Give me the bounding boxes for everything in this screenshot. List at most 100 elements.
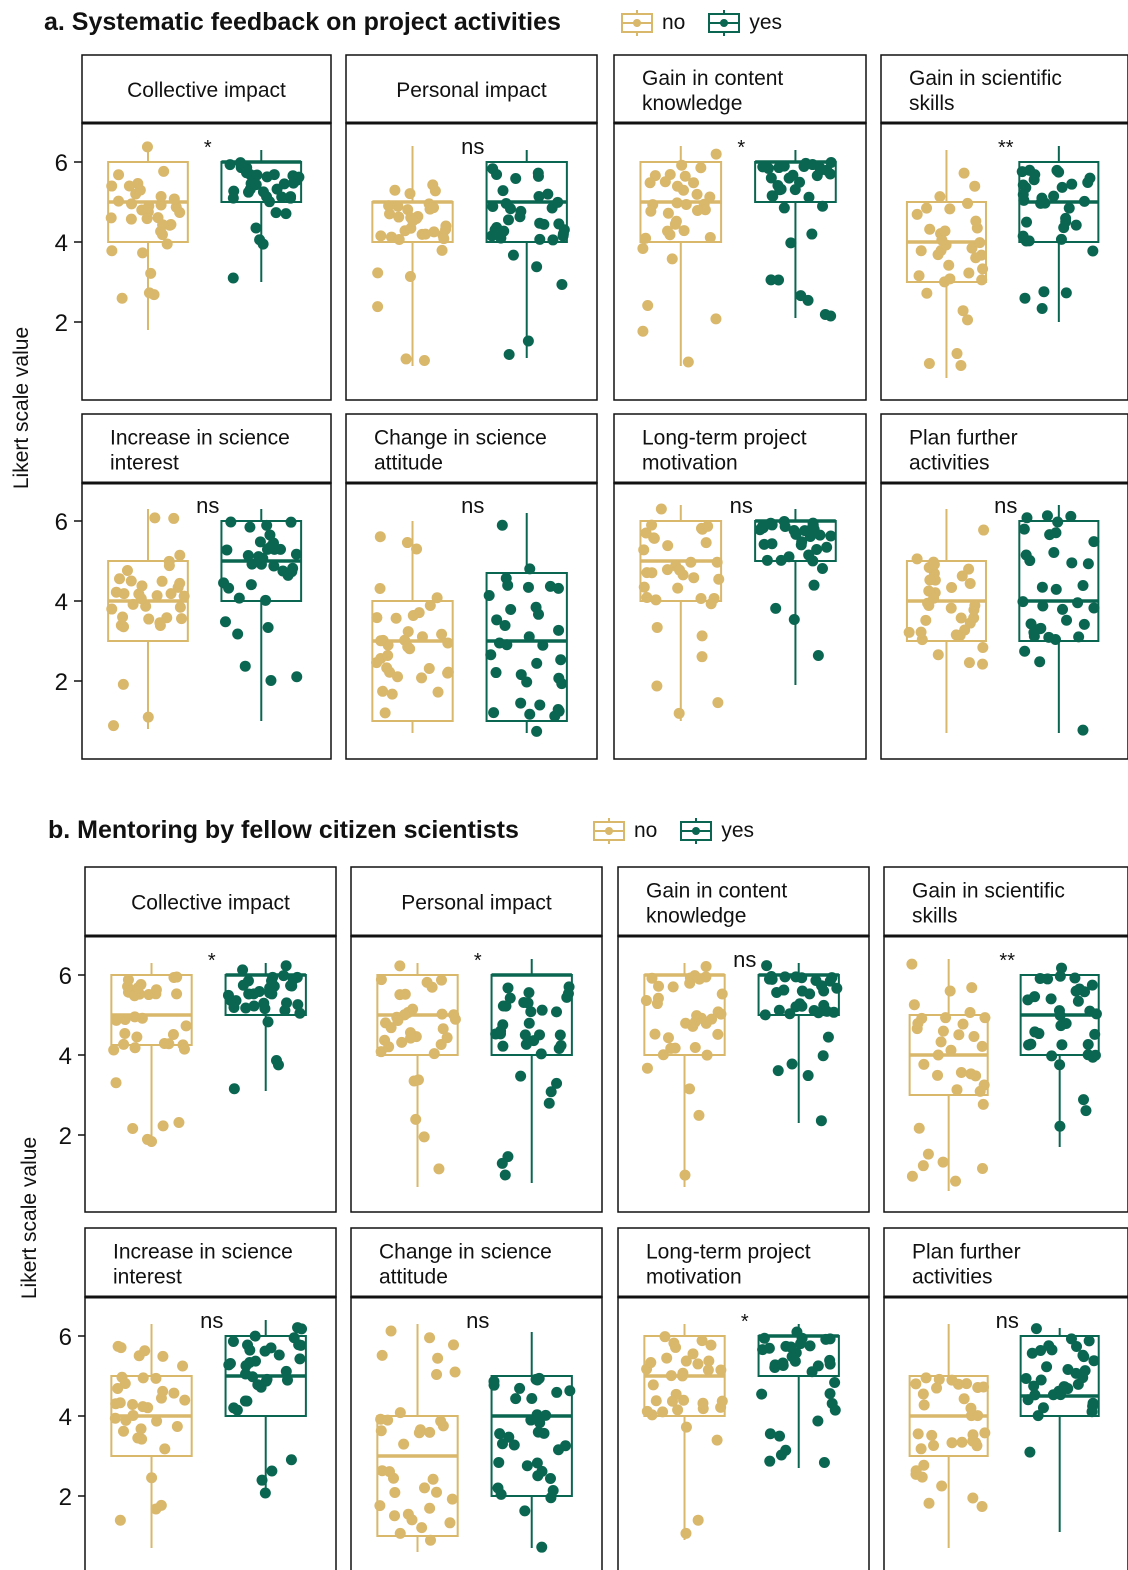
facet-strip: [883, 866, 1128, 937]
data-point-no: [404, 271, 416, 283]
facet-strip-label: Personal impact: [396, 79, 547, 102]
data-point-no: [163, 560, 175, 572]
data-point-yes: [756, 1388, 768, 1400]
data-point-no: [903, 626, 915, 638]
facet-strip: [350, 866, 603, 937]
data-point-yes: [270, 207, 282, 219]
data-point-yes: [1037, 1402, 1049, 1414]
data-point-no: [426, 981, 438, 993]
data-point-no: [944, 273, 956, 285]
data-point-no: [662, 1032, 674, 1044]
data-point-no: [151, 1415, 163, 1427]
data-point-no: [123, 180, 135, 192]
data-point-yes: [227, 1335, 239, 1347]
data-point-no: [977, 641, 989, 653]
data-point-no: [406, 1514, 418, 1526]
data-point-yes: [808, 579, 820, 591]
data-point-no: [167, 1028, 179, 1040]
legend-no-label: no: [634, 819, 658, 842]
data-point-yes: [761, 960, 773, 972]
data-point-no: [375, 635, 387, 647]
data-point-no: [127, 1409, 139, 1421]
data-point-yes: [804, 988, 816, 1000]
data-point-no: [157, 1350, 169, 1362]
data-point-no: [711, 1434, 723, 1446]
data-point-yes: [241, 167, 253, 179]
data-point-yes: [500, 197, 512, 209]
data-point-no: [149, 512, 161, 524]
data-point-no: [651, 680, 663, 692]
data-point-yes: [758, 1332, 770, 1344]
data-point-no: [651, 621, 663, 633]
data-point-yes: [485, 649, 497, 661]
data-point-no: [920, 1372, 932, 1384]
data-point-no: [110, 1077, 122, 1089]
data-point-no: [644, 177, 656, 189]
data-point-no: [696, 630, 708, 642]
data-point-yes: [531, 261, 543, 273]
data-point-no: [958, 1393, 970, 1405]
data-point-yes: [554, 1029, 566, 1041]
data-point-yes: [502, 982, 514, 994]
data-point-yes: [532, 1470, 544, 1482]
facet-strip-label: Plan further activities: [909, 427, 1018, 475]
data-point-no: [645, 205, 657, 217]
data-point-no: [178, 590, 190, 602]
data-point-no: [665, 1370, 677, 1382]
data-point-no: [637, 325, 649, 337]
data-point-no: [674, 564, 686, 576]
data-point-yes: [1034, 973, 1046, 985]
data-point-yes: [535, 1048, 547, 1060]
data-point-yes: [249, 1330, 261, 1342]
panel-b-title: b. Mentoring by fellow citizen scientist…: [48, 816, 519, 844]
data-point-yes: [795, 1338, 807, 1350]
data-point-no: [129, 1011, 141, 1023]
data-point-no: [915, 626, 927, 638]
data-point-yes: [536, 1004, 548, 1016]
data-point-yes: [273, 1349, 285, 1361]
legend-yes-label: yes: [749, 11, 783, 34]
data-point-yes: [1056, 962, 1068, 974]
data-point-no: [978, 524, 990, 536]
data-point-yes: [540, 1409, 552, 1421]
data-point-no: [970, 252, 982, 264]
data-point-yes: [542, 188, 554, 200]
data-point-yes: [519, 1029, 531, 1041]
data-point-yes: [265, 1342, 277, 1354]
data-point-yes: [257, 238, 269, 250]
data-point-yes: [1060, 287, 1072, 299]
data-point-yes: [815, 1115, 827, 1127]
data-point-yes: [812, 1360, 824, 1372]
data-point-yes: [795, 290, 807, 302]
data-point-yes: [223, 1359, 235, 1371]
data-point-no: [146, 1472, 158, 1484]
data-point-yes: [1086, 1406, 1098, 1418]
data-point-no: [402, 641, 414, 653]
data-point-yes: [266, 988, 278, 1000]
data-point-no: [680, 1527, 692, 1539]
data-point-yes: [250, 179, 262, 191]
facet-strip-label: Increase in science interest: [110, 427, 290, 475]
data-point-yes: [767, 190, 779, 202]
data-point-no: [174, 549, 186, 561]
data-point-yes: [1017, 230, 1029, 242]
data-point-no: [108, 720, 120, 732]
data-point-no: [958, 167, 970, 179]
data-point-yes: [519, 1505, 531, 1517]
data-point-yes: [510, 172, 522, 184]
data-point-yes: [1036, 192, 1048, 204]
facet-strip-label: Plan further activities: [912, 1241, 1021, 1289]
data-point-no: [956, 570, 968, 582]
data-point-yes: [551, 1006, 563, 1018]
data-point-no: [394, 1527, 406, 1539]
data-point-yes: [525, 1006, 537, 1018]
data-point-no: [657, 1049, 669, 1061]
data-point-yes: [491, 614, 503, 626]
legend-yes-key: [680, 818, 713, 844]
data-point-yes: [228, 1083, 240, 1095]
data-point-no: [688, 177, 700, 189]
data-point-yes: [1057, 603, 1069, 615]
data-point-no: [180, 1020, 192, 1032]
significance-label: ns: [996, 1308, 1019, 1333]
data-point-yes: [1032, 1410, 1044, 1422]
